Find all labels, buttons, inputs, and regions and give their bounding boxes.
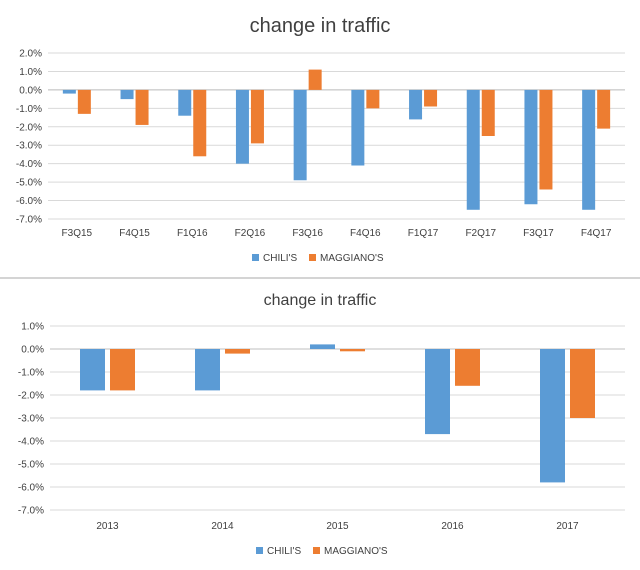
y-tick-label: -6.0% — [18, 483, 44, 494]
chilis-bar-f1q16 — [178, 89, 192, 116]
maggianos-bar-f1q17 — [424, 89, 438, 107]
chilis-bar-f1q17 — [409, 89, 423, 120]
x-tick-label: F4Q16 — [350, 228, 381, 239]
chart-title: change in traffic — [250, 15, 391, 37]
chilis-bar-f4q16 — [351, 89, 365, 166]
legend-swatch-chilis — [252, 254, 259, 261]
legend-label-maggianos: MAGGIANO'S — [320, 253, 384, 264]
x-tick-label: 2014 — [211, 521, 234, 532]
legend-swatch-chilis — [256, 547, 263, 554]
y-tick-label: -4.0% — [16, 159, 42, 170]
x-tick-label: 2016 — [441, 521, 464, 532]
y-tick-label: -5.0% — [16, 178, 42, 189]
x-tick-label: 2015 — [326, 521, 349, 532]
maggianos-bar-2013 — [110, 349, 135, 391]
y-tick-label: -5.0% — [18, 460, 44, 471]
maggianos-bar-f4q16 — [366, 89, 380, 109]
legend-label-chilis: CHILI'S — [267, 546, 301, 557]
maggianos-bar-f3q16 — [308, 69, 322, 90]
chilis-bar-2015 — [310, 344, 335, 349]
y-tick-label: 2.0% — [19, 49, 42, 60]
maggianos-bar-f2q17 — [481, 89, 495, 136]
y-tick-label: 1.0% — [19, 67, 42, 78]
chilis-bar-2017 — [540, 349, 565, 483]
maggianos-bar-2016 — [455, 349, 480, 386]
quarterly-traffic-chart: change in traffic 2.0% 1.0% 0.0% -1.0% -2.0%… — [16, 15, 625, 264]
legend-label-maggianos: MAGGIANO'S — [324, 546, 388, 557]
y-tick-label: -2.0% — [16, 122, 42, 133]
y-tick-label: -4.0% — [18, 437, 44, 448]
panel-divider — [0, 277, 640, 279]
legend-label-chilis: CHILI'S — [263, 253, 297, 264]
x-tick-label: F4Q17 — [581, 228, 612, 239]
maggianos-bar-f2q16 — [250, 89, 264, 144]
y-tick-label: 1.0% — [21, 322, 44, 333]
chilis-bar-f2q16 — [235, 89, 249, 164]
maggianos-bar-f4q17 — [597, 89, 611, 129]
x-tick-label: F3Q15 — [62, 228, 93, 239]
y-tick-label: -7.0% — [16, 215, 42, 226]
chilis-bar-f3q17 — [524, 89, 538, 205]
x-tick-label: 2013 — [96, 521, 119, 532]
chilis-bar-2014 — [195, 349, 220, 391]
x-tick-label: F3Q16 — [292, 228, 323, 239]
y-tick-label: -3.0% — [16, 141, 42, 152]
chilis-bar-f4q15 — [120, 89, 134, 100]
legend-swatch-maggianos — [313, 547, 320, 554]
annual-traffic-chart: change in traffic 1.0% 0.0% -1.0% -2.0% -3.0… — [18, 292, 625, 557]
x-tick-label: F2Q17 — [465, 228, 496, 239]
maggianos-bar-2014 — [225, 349, 250, 354]
y-tick-label: -2.0% — [18, 391, 44, 402]
y-tick-label: 0.0% — [19, 85, 42, 96]
y-tick-label: -7.0% — [18, 506, 44, 517]
x-tick-label: F4Q15 — [119, 228, 150, 239]
legend-swatch-maggianos — [309, 254, 316, 261]
maggianos-bar-f4q15 — [135, 89, 149, 125]
maggianos-bar-2017 — [570, 349, 595, 418]
chilis-bar-f3q15 — [62, 89, 76, 94]
x-tick-label: F1Q17 — [408, 228, 439, 239]
chilis-bar-f2q17 — [466, 89, 480, 210]
bottom-chart-panel: change in traffic 1.0% 0.0% -1.0% -2.0% -3.0… — [0, 279, 640, 570]
maggianos-bar-2015 — [340, 349, 365, 352]
chilis-bar-2016 — [425, 349, 450, 435]
x-tick-label: 2017 — [556, 521, 579, 532]
chilis-bar-2013 — [80, 349, 105, 391]
chart-title: change in traffic — [264, 292, 377, 309]
y-tick-label: -3.0% — [18, 414, 44, 425]
chilis-bar-f4q17 — [582, 89, 596, 210]
x-tick-label: F1Q16 — [177, 228, 208, 239]
maggianos-bar-f1q16 — [193, 89, 207, 157]
maggianos-bar-f3q15 — [77, 89, 91, 114]
x-tick-label: F2Q16 — [235, 228, 266, 239]
y-tick-label: -1.0% — [18, 368, 44, 379]
chilis-bar-f3q16 — [293, 89, 307, 181]
x-tick-label: F3Q17 — [523, 228, 554, 239]
y-tick-label: -6.0% — [16, 196, 42, 207]
y-tick-label: 0.0% — [21, 345, 44, 356]
y-tick-label: -1.0% — [16, 104, 42, 115]
top-chart-panel: change in traffic 2.0% 1.0% 0.0% -1.0% -2.0%… — [0, 0, 640, 277]
maggianos-bar-f3q17 — [539, 89, 553, 190]
